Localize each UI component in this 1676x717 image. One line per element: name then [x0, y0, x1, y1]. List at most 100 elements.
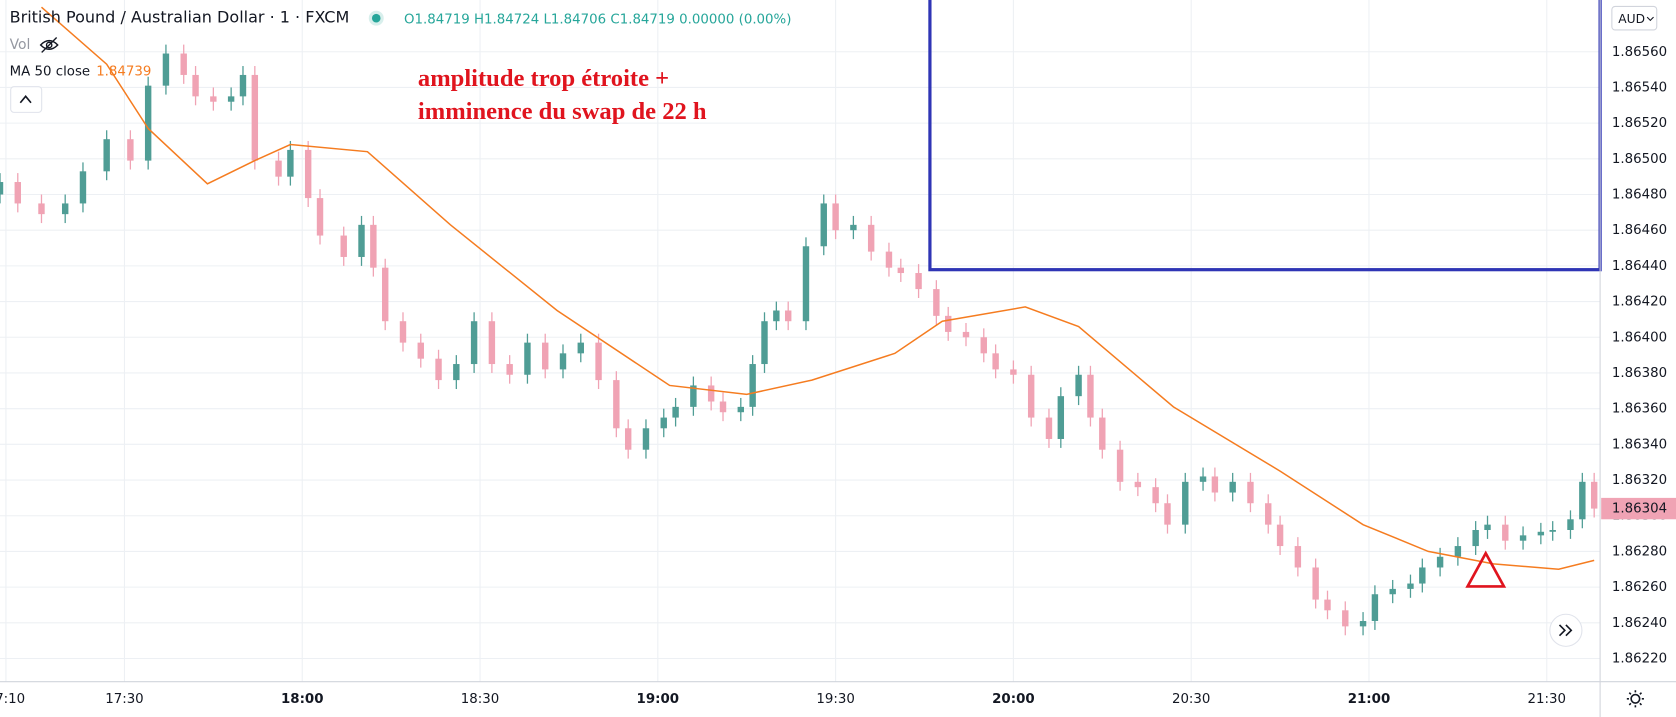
candle-body [316, 198, 324, 236]
candle-body [435, 358, 442, 381]
settings-button[interactable] [1626, 690, 1644, 708]
x-tick-label: 20:30 [1172, 692, 1210, 707]
candle-body [945, 315, 952, 332]
candle-body [1247, 481, 1254, 504]
candle-body [1045, 417, 1053, 439]
candle-body [613, 380, 620, 429]
candle-body [660, 417, 667, 429]
candle-body [1294, 546, 1302, 568]
signal-triangle [1465, 550, 1507, 588]
candle-body [690, 385, 697, 407]
candle-body [773, 310, 780, 322]
candle-body [180, 53, 187, 75]
collapse-legend-button[interactable] [10, 86, 43, 113]
x-tick-label: 17:30 [105, 692, 143, 707]
currency-dropdown[interactable]: AUD [1611, 5, 1658, 31]
candles [0, 44, 1598, 636]
y-tick-label: 1.86340 [1612, 437, 1667, 452]
x-tick-label: 21:30 [1528, 692, 1566, 707]
y-tick-label: 1.86420 [1612, 295, 1667, 310]
candle-body [784, 310, 792, 322]
candle-body [1359, 621, 1367, 627]
ma-label: MA 50 close [10, 65, 91, 80]
x-tick-label: 18:30 [461, 692, 499, 707]
visibility-icon[interactable] [39, 36, 59, 53]
candle-body [524, 342, 531, 375]
volume-label: Vol [10, 37, 31, 53]
y-tick-label: 1.86440 [1612, 259, 1667, 274]
candle-body [1590, 481, 1598, 509]
candle-body [897, 267, 905, 274]
candle-body [227, 96, 235, 102]
y-tick-label: 1.86380 [1612, 366, 1667, 381]
candle-body [1371, 594, 1379, 622]
y-tick-label: 1.86400 [1612, 330, 1667, 345]
y-tick-label: 1.86260 [1612, 580, 1667, 595]
candle-body [802, 246, 810, 322]
currency-label: AUD [1618, 12, 1645, 26]
candle-body [251, 74, 259, 161]
candle-body [962, 331, 970, 338]
candle-body [980, 337, 987, 354]
y-tick-label: 1.86320 [1612, 473, 1667, 488]
candle-body [850, 224, 857, 231]
candle-body [275, 160, 282, 177]
last-price-label: 1.86304 [1612, 502, 1667, 517]
y-tick-label: 1.86460 [1612, 223, 1667, 238]
candle-body [0, 182, 4, 195]
y-tick-label: 1.86500 [1612, 152, 1667, 167]
x-tick-label: 19:00 [637, 692, 680, 707]
candle-body [1436, 556, 1444, 568]
candle-body [624, 428, 632, 450]
candle-body [1211, 476, 1219, 493]
x-tick-label: 17:10 [0, 692, 25, 707]
candle-body [832, 203, 839, 231]
candle-body [1407, 583, 1414, 589]
ma-value: 1.84739 [96, 65, 151, 80]
candle-body [382, 267, 389, 322]
candle-body [1579, 481, 1586, 520]
candle-body [1182, 481, 1189, 525]
candle-body [737, 406, 744, 413]
candle-body [1502, 524, 1509, 541]
candle-body [488, 321, 496, 365]
annotation-line: amplitude trop étroite + [418, 65, 669, 92]
y-tick-label: 1.86560 [1612, 45, 1667, 60]
candle-body [761, 321, 768, 365]
candle-body [1134, 481, 1142, 488]
y-tick-label: 1.86520 [1612, 116, 1667, 131]
candle-body [1324, 599, 1331, 611]
candle-body [340, 235, 347, 257]
candle-body [1229, 481, 1236, 493]
time-axis: 17:10 17:30 18:00 18:30 19:00 19:30 20:00 20:30… [0, 692, 1566, 707]
candle-body [1087, 374, 1094, 418]
candle-body [933, 289, 940, 316]
candle-body [1116, 449, 1124, 482]
candle-body [719, 401, 727, 413]
candle-body [1549, 530, 1556, 532]
candle-body [1484, 524, 1491, 531]
candle-body [506, 364, 513, 375]
candle-body [1199, 476, 1207, 482]
candle-body [1537, 531, 1545, 536]
candle-body [1164, 503, 1171, 525]
y-tick-label: 1.86220 [1612, 651, 1667, 666]
scroll-to-realtime-button[interactable] [1549, 613, 1583, 647]
candle-body [1454, 546, 1462, 557]
candle-body [1027, 374, 1035, 418]
candle-body [1389, 588, 1396, 595]
candle-body [885, 251, 893, 268]
candle-body [370, 224, 377, 268]
candle-body [1419, 567, 1426, 584]
ma-line [40, 6, 1595, 571]
candle-body [103, 139, 110, 172]
candle-body [358, 224, 365, 257]
y-tick-label: 1.86360 [1612, 402, 1667, 417]
candle-body [162, 53, 170, 86]
candle-body [707, 385, 715, 402]
x-tick-label: 18:00 [281, 692, 324, 707]
candle-body [79, 171, 87, 204]
candle-body [992, 353, 999, 370]
